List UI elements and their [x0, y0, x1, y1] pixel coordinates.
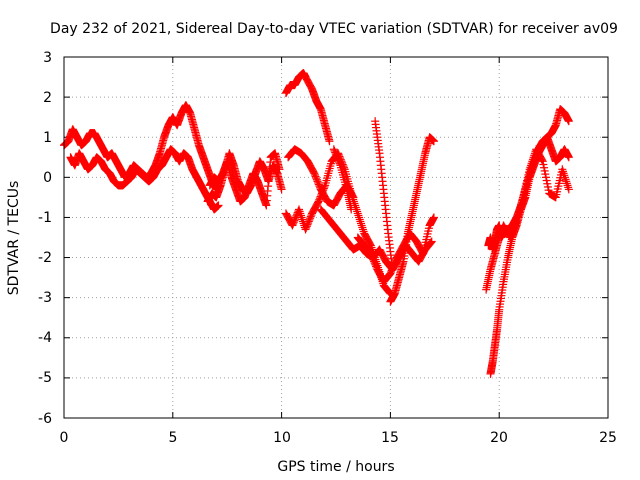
data-point: [357, 219, 366, 228]
data-point: [295, 205, 304, 214]
data-point: [353, 207, 362, 216]
data-points: [60, 69, 573, 378]
data-point: [297, 213, 306, 222]
data-point: [356, 217, 365, 226]
data-point: [320, 182, 329, 191]
data-point: [296, 209, 305, 218]
grid-lines: [64, 57, 608, 418]
data-point: [325, 137, 334, 146]
data-point: [355, 215, 364, 224]
data-point: [296, 211, 305, 220]
data-point: [357, 221, 366, 230]
data-point: [214, 201, 223, 210]
data-point: [277, 185, 286, 194]
data-point: [354, 211, 363, 220]
data-point: [426, 239, 435, 248]
data-point: [358, 225, 367, 234]
data-point: [355, 213, 364, 222]
data-point: [427, 237, 436, 246]
data-point: [298, 215, 307, 224]
data-point: [353, 209, 362, 218]
data-point: [358, 223, 367, 232]
data-point: [275, 165, 284, 174]
data-point: [295, 207, 304, 216]
